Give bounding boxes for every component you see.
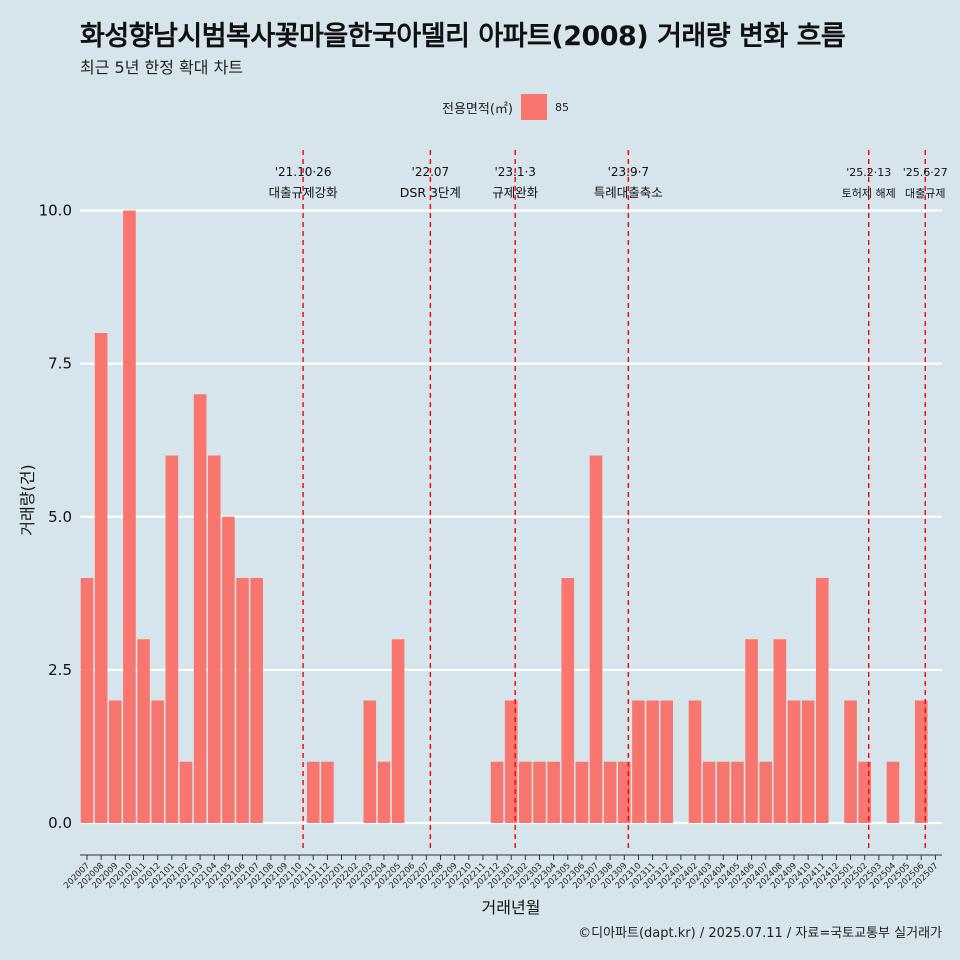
bar xyxy=(179,761,193,823)
bar xyxy=(632,700,645,823)
y-axis-title: 거래량(건) xyxy=(18,464,37,535)
event-date-label: '22.07 xyxy=(412,165,450,179)
bar xyxy=(731,761,744,823)
bar xyxy=(914,700,928,823)
event-label: 특례대출축소 xyxy=(594,185,663,200)
bar xyxy=(151,700,164,823)
bar xyxy=(363,700,377,823)
bar xyxy=(815,578,829,823)
bar xyxy=(745,639,758,823)
bar xyxy=(575,761,589,823)
event-label: 대출규제 xyxy=(905,187,945,200)
legend-item-label: 85 xyxy=(554,100,569,114)
bar xyxy=(250,578,263,823)
bar xyxy=(165,455,179,823)
event-date-label: '25.2·13 xyxy=(846,166,891,179)
bar xyxy=(759,761,773,823)
bar xyxy=(108,700,122,823)
y-tick-label: 2.5 xyxy=(48,661,72,679)
x-axis-title: 거래년월 xyxy=(482,898,541,917)
event-label: 규제완화 xyxy=(492,185,539,200)
chart-subtitle: 최근 5년 한정 확대 차트 xyxy=(80,58,244,77)
bar xyxy=(886,761,900,823)
bar xyxy=(858,761,871,823)
event-date-label: '21.10·26 xyxy=(275,165,332,179)
bar xyxy=(123,210,136,823)
bar xyxy=(589,455,603,823)
bar xyxy=(801,700,815,823)
event-date-label: '23.9·7 xyxy=(608,165,649,179)
legend-title: 전용면적(㎡) xyxy=(442,101,513,117)
bar xyxy=(490,761,504,823)
y-tick-label: 5.0 xyxy=(48,508,72,526)
bar xyxy=(94,333,108,823)
bar xyxy=(561,578,575,823)
bar xyxy=(547,761,560,823)
y-tick-label: 10.0 xyxy=(39,202,72,220)
bar xyxy=(717,761,730,823)
bar xyxy=(702,761,716,823)
bar xyxy=(844,700,857,823)
y-tick-label: 0.0 xyxy=(48,814,72,832)
bar xyxy=(533,761,546,823)
bar xyxy=(618,761,631,823)
bar xyxy=(193,394,207,823)
bar xyxy=(504,700,518,823)
bar xyxy=(80,578,94,823)
legend: 전용면적(㎡) 85 xyxy=(442,93,569,121)
bar xyxy=(137,639,150,823)
event-label: 토허제 해제 xyxy=(842,186,896,200)
bar xyxy=(688,700,702,823)
legend-swatch xyxy=(520,94,547,120)
y-tick-label: 7.5 xyxy=(48,355,72,373)
bar xyxy=(236,578,249,823)
event-label: DSR 3단계 xyxy=(400,185,461,200)
bar xyxy=(377,761,391,823)
chart-title: 화성향남시범복사꽃마을한국아델리 아파트(2008) 거래량 변화 흐름 xyxy=(80,21,846,52)
bar xyxy=(519,761,532,823)
bar xyxy=(391,639,405,823)
bar xyxy=(787,700,801,823)
event-date-label: '25.6·27 xyxy=(903,166,948,179)
bar xyxy=(321,761,334,823)
bar xyxy=(773,639,787,823)
event-label: 대출규제강화 xyxy=(269,185,339,200)
event-date-label: '23.1·3 xyxy=(494,165,535,179)
bar xyxy=(660,700,674,823)
bar xyxy=(306,761,320,823)
bar xyxy=(207,455,221,823)
bar xyxy=(603,761,617,823)
bar xyxy=(646,700,659,823)
source-caption: ©디아파트(dapt.kr) / 2025.07.11 / 자료=국토교통부 실… xyxy=(578,926,942,941)
bar xyxy=(222,516,235,823)
